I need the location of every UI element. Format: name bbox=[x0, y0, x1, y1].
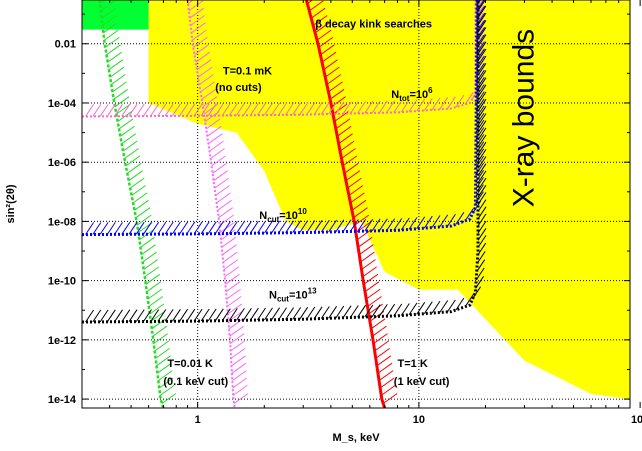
y-tick-label-5: 1e-12 bbox=[48, 335, 76, 347]
hatch-ntot bbox=[85, 0, 484, 117]
y-axis-label: sin²(2θ) bbox=[5, 184, 17, 223]
y-tick-label-4: 1e-10 bbox=[48, 276, 76, 288]
annotation-t001a: T=0.01 K bbox=[167, 358, 213, 370]
curve-red bbox=[304, 0, 387, 408]
annotation-t1b: (1 keV cut) bbox=[394, 376, 450, 388]
curve-n1e13 bbox=[82, 0, 480, 324]
annotation-tmk2: (no cuts) bbox=[215, 82, 262, 94]
annotation-ncut13: Ncut=1013 bbox=[269, 287, 317, 304]
region-xray bbox=[148, 0, 630, 400]
annotations-layer: β decay kink searches T=0.1 mK (no cuts) Nt… bbox=[163, 19, 540, 388]
y-tick-label-0: 0.01 bbox=[55, 39, 76, 51]
y-tick-label-2: 1e-06 bbox=[48, 157, 76, 169]
x-tick-label-2: 100 bbox=[631, 414, 642, 426]
regions-layer bbox=[82, 0, 630, 400]
annotation-ncut10: Ncut=1010 bbox=[259, 207, 307, 224]
annotation-tmk1: T=0.1 mK bbox=[223, 66, 272, 78]
ticks-layer: 1 10 100 0.01 1e-04 1e-06 1e-08 1e-10 1e-12 1e-14 bbox=[48, 0, 642, 426]
y-tick-label-6: 1e-14 bbox=[48, 394, 77, 406]
x-tick-label-0: 1 bbox=[195, 414, 201, 426]
curve-magenta bbox=[186, 0, 236, 408]
annotation-beta: β decay kink searches bbox=[315, 19, 432, 31]
hatch-red bbox=[307, 0, 398, 404]
curve-ntot bbox=[82, 0, 477, 118]
plot-frame bbox=[81, 0, 631, 409]
y-tick-label-3: 1e-08 bbox=[48, 216, 76, 228]
annotation-t1a: T=1 K bbox=[398, 358, 428, 370]
grid-layer bbox=[82, 0, 630, 408]
curve-n1e10 bbox=[82, 0, 479, 237]
series-layer bbox=[82, 0, 487, 408]
x-axis-label: M_s, keV bbox=[332, 432, 380, 444]
x-tick-label-1: 10 bbox=[413, 414, 425, 426]
annotation-t001b: (0.1 keV cut) bbox=[163, 376, 228, 388]
annotation-ntot: Ntot=106 bbox=[391, 86, 433, 103]
annotation-xray: X-ray bounds bbox=[508, 29, 541, 207]
hatch-magenta bbox=[187, 0, 249, 404]
y-tick-label-1: 1e-04 bbox=[48, 98, 77, 110]
hatch-green bbox=[99, 0, 177, 404]
